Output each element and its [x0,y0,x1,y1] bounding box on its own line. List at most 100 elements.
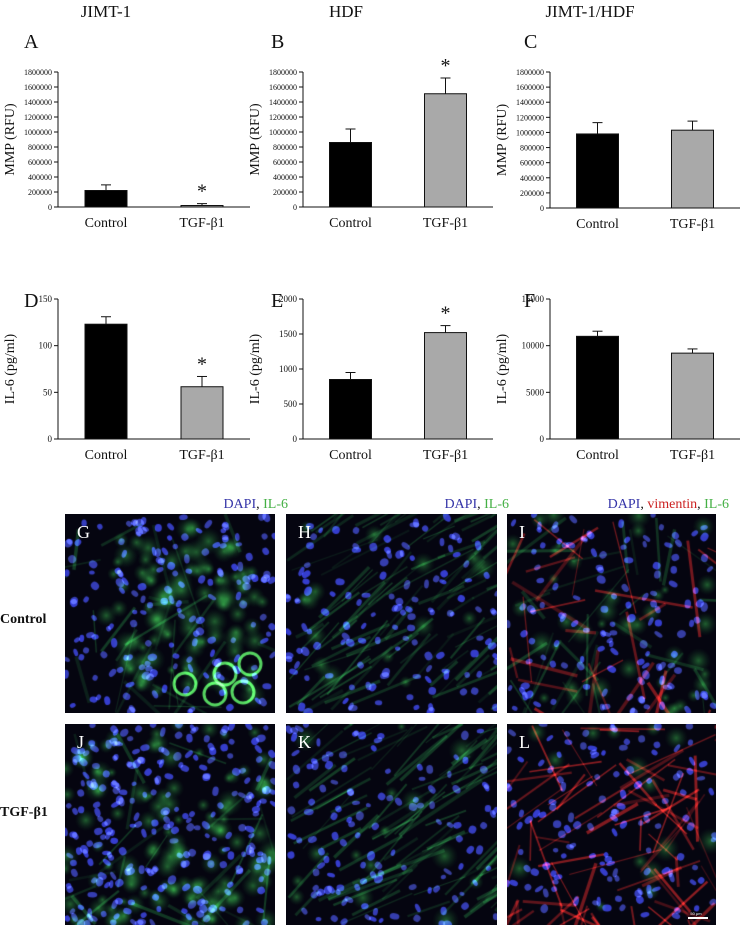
row-label-tgfb1: TGF-β1 [0,805,48,820]
y-tick-label-b-8: 1600000 [269,83,297,92]
y-tick-label-b-5: 1000000 [269,128,297,137]
category-label-f-0: Control [576,448,619,463]
bar-e-0 [329,379,372,440]
stain-part-2: IL-6 [484,497,509,512]
significance-marker-d-1: * [197,353,207,375]
scale-bar [688,917,708,919]
y-tick-label-d-0: 0 [48,434,53,444]
y-tick-label-a-1: 200000 [28,188,52,197]
bar-a-1 [180,205,224,208]
y-tick-label-a-4: 800000 [28,143,52,152]
stain-part-1: , [640,497,648,512]
micrograph-g: G [65,514,275,713]
stain-part-2: vimentin [647,497,698,512]
micrograph-i: I [507,514,716,713]
y-tick-label-b-9: 1800000 [269,68,297,77]
y-tick-label-e-1: 500 [284,399,298,409]
bar-e-1 [424,332,467,440]
panel-letter-b: B [271,31,284,53]
bar-charts-svg: A020000040000060000080000010000001200000… [3,31,740,463]
y-tick-label-a-7: 1400000 [24,98,52,107]
panel-letter-g: G [77,522,90,542]
category-label-f-1: TGF-β1 [670,448,715,463]
panel-letter-j: J [77,732,85,752]
y-tick-label-f-3: 15000 [522,294,545,304]
y-tick-label-b-2: 400000 [273,173,297,182]
y-tick-label-c-8: 1600000 [516,83,544,92]
panel-letter-l: L [519,732,530,752]
significance-marker-e-1: * [441,303,451,325]
y-tick-label-b-7: 1400000 [269,98,297,107]
y-tick-label-c-0: 0 [540,204,544,213]
category-label-e-0: Control [329,448,372,463]
y-tick-label-c-2: 400000 [520,174,544,183]
y-tick-label-c-4: 800000 [520,144,544,153]
stain-part-3: , [697,497,705,512]
y-tick-label-c-9: 1800000 [516,68,544,77]
bar-d-1 [180,386,224,440]
micrograph-j: J [65,724,275,925]
bar-d-0 [84,323,128,440]
panel-letter-k: K [298,732,311,752]
panel-letter-a: A [24,31,39,53]
y-tick-label-c-3: 600000 [520,159,544,168]
y-tick-label-b-1: 200000 [273,188,297,197]
stain-part-4: IL-6 [704,497,729,512]
micrograph-l: L 50 μm [507,724,716,925]
y-tick-label-b-0: 0 [293,203,297,212]
y-axis-label-b: MMP (RFU) [248,103,263,176]
column-title-hdf: HDF [328,2,363,21]
y-tick-label-a-9: 1800000 [24,68,52,77]
category-label-a-0: Control [85,216,128,231]
y-tick-label-e-3: 1500 [279,329,298,339]
panel-letter-e: E [271,290,283,312]
y-tick-label-d-1: 50 [43,387,53,397]
y-tick-label-d-3: 150 [39,294,53,304]
category-label-d-0: Control [85,448,128,463]
y-tick-label-a-0: 0 [48,203,52,212]
category-label-c-0: Control [576,217,619,232]
y-tick-label-a-3: 600000 [28,158,52,167]
column-title-coculture: JIMT-1/HDF [545,2,635,21]
bar-f-0 [576,335,619,440]
y-tick-label-e-4: 2000 [279,294,298,304]
bar-a-0 [84,190,128,208]
y-axis-label-d: IL-6 (pg/ml) [3,333,18,404]
stain-part-1: , [256,497,264,512]
stain-label-g: DAPI, IL-6 [223,497,288,513]
y-axis-label-f: IL-6 (pg/ml) [495,333,510,404]
y-tick-label-f-0: 0 [540,434,545,444]
panel-letter-f: F [524,290,535,312]
y-tick-label-f-1: 5000 [526,387,545,397]
stain-part-0: DAPI [444,497,478,512]
y-axis-label-e: IL-6 (pg/ml) [248,333,263,404]
stain-label-h: DAPI, IL-6 [444,497,509,513]
y-tick-label-c-6: 1200000 [516,113,544,122]
charts-region: JIMT-1 HDF JIMT-1/HDF A 0 200000 400000 6000… [3,2,740,463]
y-tick-label-e-0: 0 [293,434,298,444]
micrograph-h: H [286,514,497,713]
bar-c-1 [671,129,714,209]
panel-letter-d: D [24,290,38,312]
row-label-control: Control [0,612,47,627]
y-tick-label-b-6: 1200000 [269,113,297,122]
micrograph-k: K [286,724,497,925]
stain-part-2: IL-6 [263,497,288,512]
y-tick-label-a-2: 400000 [28,173,52,182]
category-label-c-1: TGF-β1 [670,217,715,232]
significance-marker-b-1: * [441,55,451,77]
bar-f-1 [671,352,714,440]
y-tick-label-e-2: 1000 [279,364,298,374]
y-tick-label-f-2: 10000 [522,341,545,351]
y-tick-label-b-3: 600000 [273,158,297,167]
y-tick-label-a-5: 1000000 [24,128,52,137]
stain-part-0: DAPI [223,497,257,512]
y-tick-label-d-2: 100 [39,341,53,351]
category-label-a-1: TGF-β1 [179,216,224,231]
stain-part-0: DAPI [607,497,641,512]
category-label-d-1: TGF-β1 [179,448,224,463]
y-tick-label-b-4: 800000 [273,143,297,152]
stain-part-1: , [477,497,485,512]
y-tick-label-a-6: 1200000 [24,113,52,122]
bar-b-1 [424,93,467,208]
